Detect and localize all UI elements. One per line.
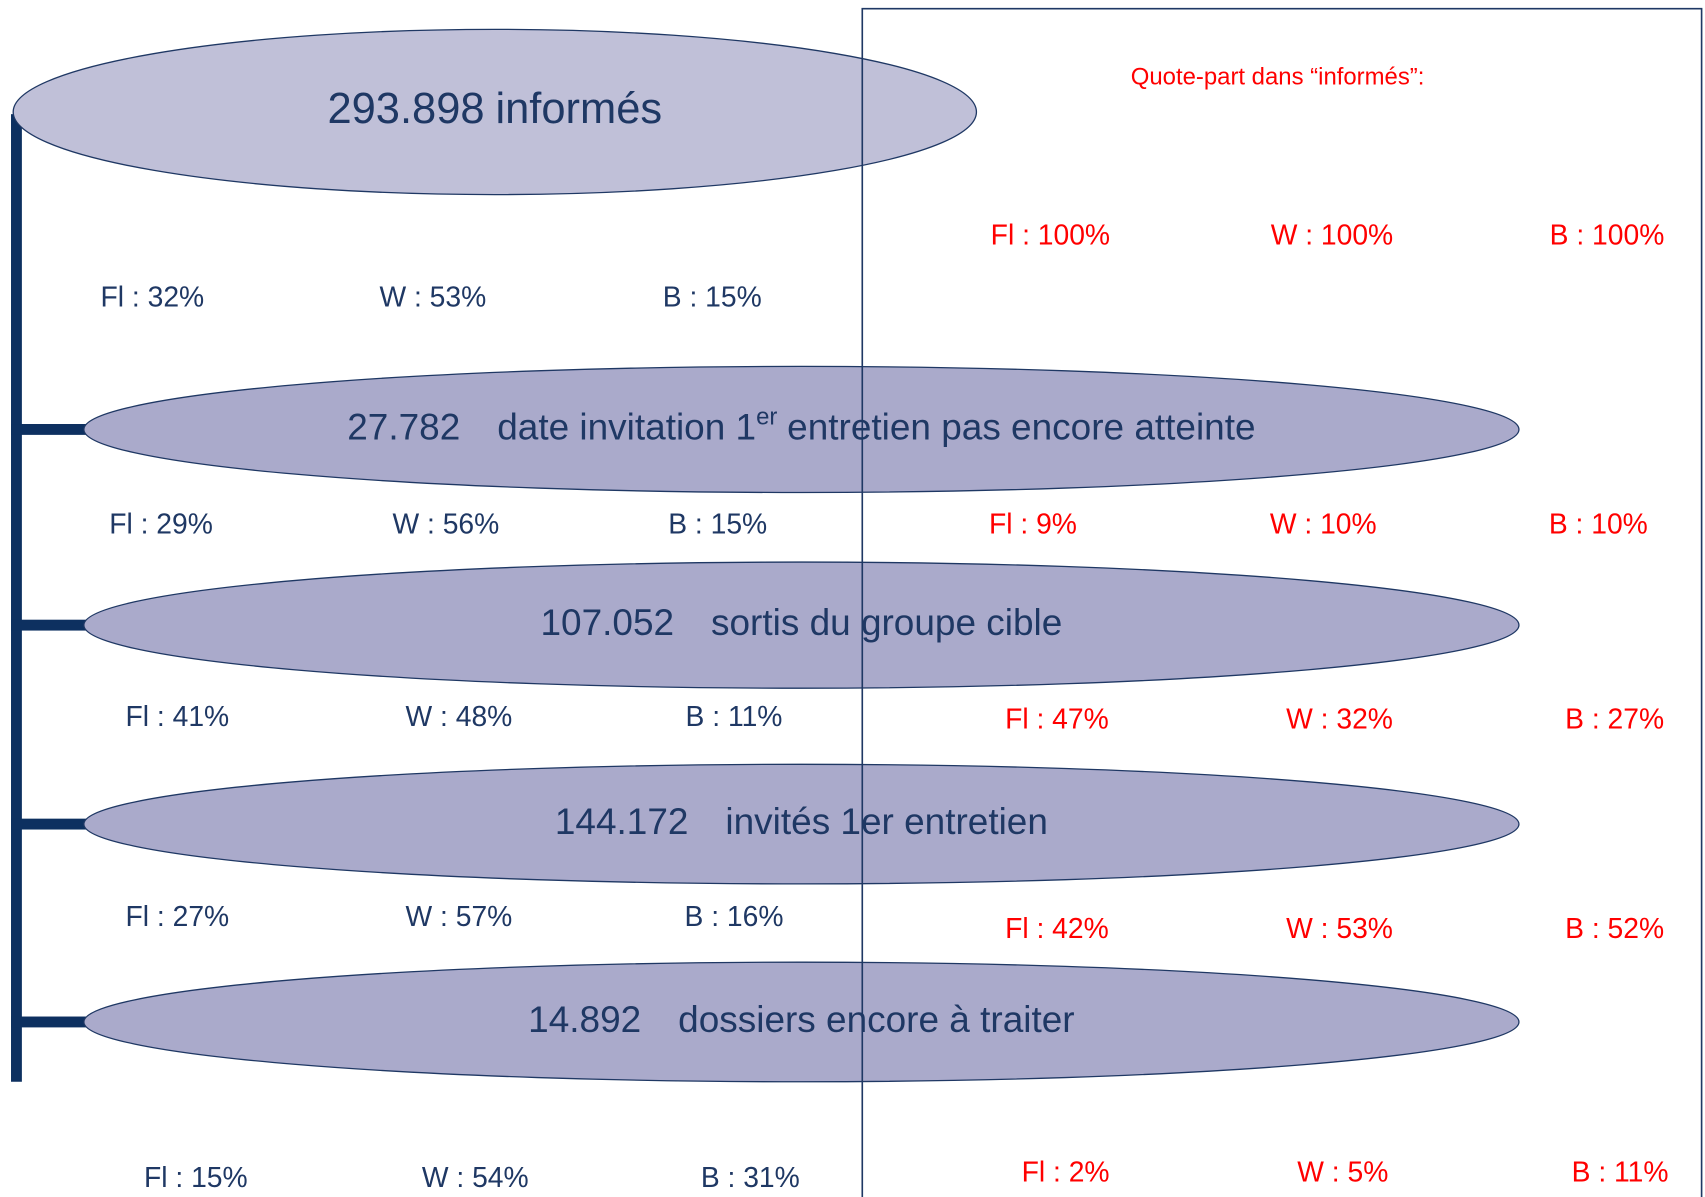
node-label: 144.172 invités 1er entretien <box>555 801 1048 842</box>
node-label: 27.782 date invitation 1er entretien pas e… <box>347 404 1255 447</box>
left-share: W : 57% <box>406 900 513 932</box>
connector <box>11 1016 88 1028</box>
left-share: B : 11% <box>686 700 783 732</box>
node-ellipse <box>83 763 1520 885</box>
left-share: Fl : 27% <box>126 900 230 932</box>
node-text: informés <box>495 85 662 133</box>
node-text: dossiers encore à traiter <box>678 999 1074 1040</box>
left-share: W : 54% <box>422 1161 529 1193</box>
right-share: B : 11% <box>1572 1156 1669 1188</box>
right-share: W : 5% <box>1297 1156 1388 1188</box>
left-share: B : 15% <box>668 508 767 540</box>
node-count: 14.892 <box>528 999 641 1040</box>
connector <box>11 424 88 435</box>
node-text: sortis du groupe cible <box>711 602 1062 643</box>
left-share: W : 56% <box>393 508 500 540</box>
right-share: B : 100% <box>1550 218 1665 250</box>
left-share: W : 48% <box>406 700 513 732</box>
texts: 293.898 informés Fl : 32% W : 53% B : 15% Fl … <box>101 85 1669 1193</box>
left-share: W : 53% <box>379 280 486 312</box>
frame-lines <box>861 7 1703 1197</box>
node-text: invités 1er entretien <box>725 801 1047 842</box>
left-share: Fl : 32% <box>101 280 205 312</box>
left-share: B : 16% <box>685 900 784 932</box>
right-share: Fl : 100% <box>991 218 1110 250</box>
node-ellipse <box>83 561 1520 689</box>
right-share: W : 10% <box>1270 508 1377 540</box>
right-share: Fl : 9% <box>989 508 1077 540</box>
ellipses <box>11 28 1520 1083</box>
node-label: 14.892 dossiers encore à traiter <box>528 999 1074 1040</box>
right-frame <box>861 7 1703 1197</box>
node-text-end: entretien pas encore atteinte <box>787 406 1255 447</box>
right-share: Fl : 47% <box>1005 702 1109 734</box>
node-count: 27.782 <box>347 406 460 447</box>
node-label: 293.898 informés <box>327 85 662 133</box>
left-share: Fl : 15% <box>144 1161 248 1193</box>
right-share: B : 27% <box>1565 702 1664 734</box>
left-share: Fl : 41% <box>126 700 230 732</box>
left-share: B : 15% <box>663 280 762 312</box>
node-ellipse <box>83 365 1520 494</box>
right-share: Fl : 42% <box>1005 912 1109 944</box>
right-share: W : 32% <box>1286 702 1393 734</box>
node-count: 293.898 <box>327 85 484 133</box>
left-share: B : 31% <box>701 1161 800 1193</box>
right-share: Fl : 2% <box>1022 1156 1110 1188</box>
quote-title: Quote-part dans “informés”: <box>1131 64 1425 91</box>
node-text: date invitation 1 <box>497 406 756 447</box>
right-share: B : 10% <box>1549 508 1648 540</box>
node-label: 107.052 sortis du groupe cible <box>540 602 1062 643</box>
right-share: W : 100% <box>1271 218 1393 250</box>
node-ellipse <box>83 961 1520 1083</box>
right-share: W : 53% <box>1286 912 1393 944</box>
node-count: 144.172 <box>555 801 689 842</box>
right-share: B : 52% <box>1565 912 1664 944</box>
vertical-bar <box>11 114 22 1082</box>
node-count: 107.052 <box>540 602 674 643</box>
node-ellipse <box>12 28 978 196</box>
left-share: Fl : 29% <box>109 508 213 540</box>
connector <box>11 818 88 830</box>
node-sup: er <box>756 404 777 431</box>
connector <box>11 619 88 631</box>
